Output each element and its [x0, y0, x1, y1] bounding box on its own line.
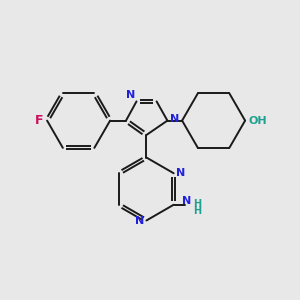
Text: N: N [182, 196, 191, 206]
Text: F: F [35, 114, 44, 127]
Text: OH: OH [249, 116, 267, 126]
Text: H: H [193, 206, 201, 216]
Text: N: N [126, 90, 135, 100]
Text: N: N [170, 114, 179, 124]
Text: H: H [193, 199, 201, 208]
Text: N: N [135, 216, 144, 226]
Text: N: N [176, 168, 185, 178]
